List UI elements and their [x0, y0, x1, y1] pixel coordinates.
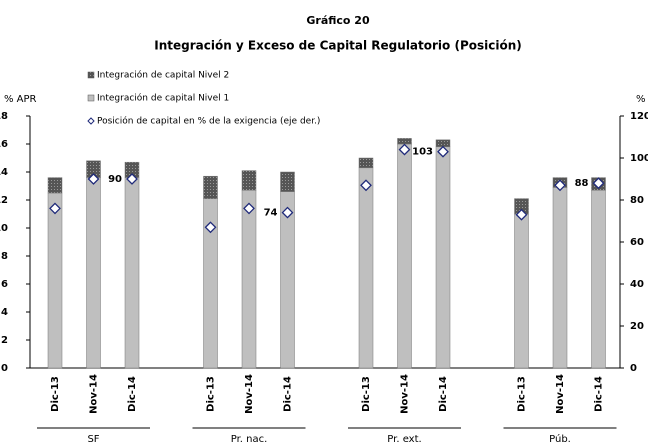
- x-tick-label: Dic-14: [438, 376, 449, 412]
- x-tick-label: Dic-14: [594, 376, 605, 412]
- bar-segment: [514, 213, 529, 369]
- x-tick-label: Dic-13: [50, 376, 61, 412]
- y2-tick-label: 40: [630, 279, 644, 290]
- x-tick-label: Dic-14: [127, 376, 138, 412]
- x-tick-label: Dic-14: [283, 376, 294, 412]
- x-tick-label: Nov-14: [89, 374, 100, 414]
- diamond-marker: [281, 206, 294, 219]
- bar-segment: [280, 171, 295, 192]
- y-tick-label: 2: [1, 335, 8, 346]
- diamond-marker: [398, 143, 411, 156]
- legend-label: Integración de capital Nivel 2: [97, 70, 229, 81]
- x-tick-label: Nov-14: [555, 374, 566, 414]
- chart-subtitle: Integración y Exceso de Capital Regulato…: [154, 39, 522, 53]
- y2-axis-label: %: [636, 94, 646, 105]
- group-label: Pr. nac.: [231, 434, 268, 445]
- y-axis-label: % APR: [4, 94, 37, 105]
- x-tick-label: Nov-14: [244, 374, 255, 414]
- x-tick-label: Dic-13: [361, 376, 372, 412]
- legend-swatch: [87, 94, 95, 102]
- diamond-marker: [437, 145, 449, 158]
- chart-title: Gráfico 20: [306, 14, 370, 27]
- diamond-marker: [243, 202, 255, 215]
- legend-swatch: [87, 71, 95, 79]
- diamond-marker: [360, 179, 372, 192]
- legend-label: Integración de capital Nivel 1: [97, 93, 229, 104]
- diamond-marker: [515, 208, 528, 221]
- diamond-marker: [49, 202, 61, 215]
- y2-tick-label: 20: [630, 321, 644, 332]
- y2-tick-label: 60: [630, 237, 644, 248]
- y-tick-label: 12: [0, 195, 8, 206]
- diamond-marker: [592, 177, 605, 190]
- diamond-marker: [554, 179, 566, 192]
- y2-tick-label: 80: [630, 195, 644, 206]
- bar-segment: [124, 177, 140, 369]
- legend-marker: [87, 117, 95, 125]
- diamond-marker: [126, 173, 138, 185]
- data-label: 74: [264, 208, 278, 219]
- bar-segment: [47, 192, 63, 369]
- bar-segment: [241, 189, 257, 369]
- bar-segment: [591, 189, 606, 369]
- y-tick-label: 0: [1, 363, 8, 374]
- data-label: 103: [412, 147, 433, 158]
- y-tick-label: 16: [0, 139, 8, 150]
- bar-segment: [397, 143, 412, 369]
- y2-tick-label: 0: [630, 363, 637, 374]
- data-label: 88: [575, 178, 589, 189]
- y2-tick-label: 100: [630, 153, 648, 164]
- group-label: Pr. ext.: [387, 434, 421, 445]
- bar-segment: [552, 187, 568, 369]
- y-tick-label: 14: [0, 167, 8, 178]
- diamond-marker: [87, 173, 100, 185]
- data-label: 90: [108, 174, 122, 185]
- group-label: SF: [87, 434, 99, 445]
- x-tick-label: Dic-13: [517, 376, 528, 412]
- y-tick-label: 4: [1, 307, 8, 318]
- bar-segment: [241, 170, 257, 191]
- y2-tick-label: 120: [630, 111, 648, 122]
- y-tick-label: 6: [1, 279, 8, 290]
- bar-segment: [203, 175, 218, 199]
- x-tick-label: Dic-13: [206, 376, 217, 412]
- bar-segment: [47, 177, 63, 194]
- bar-segment: [435, 146, 451, 369]
- group-label: Púb.: [549, 433, 571, 445]
- bar-segment: [397, 138, 412, 145]
- y-tick-label: 8: [1, 251, 8, 262]
- y-tick-label: 10: [0, 223, 8, 234]
- x-tick-label: Nov-14: [400, 374, 411, 414]
- legend-label: Posición de capital en % de la exigencia…: [97, 116, 320, 127]
- bar-segment: [435, 139, 451, 148]
- bar-segment: [358, 167, 374, 369]
- bar-segment: [358, 157, 374, 169]
- diamond-marker: [204, 221, 217, 234]
- y-tick-label: 18: [0, 111, 8, 122]
- bar-segment: [86, 177, 101, 369]
